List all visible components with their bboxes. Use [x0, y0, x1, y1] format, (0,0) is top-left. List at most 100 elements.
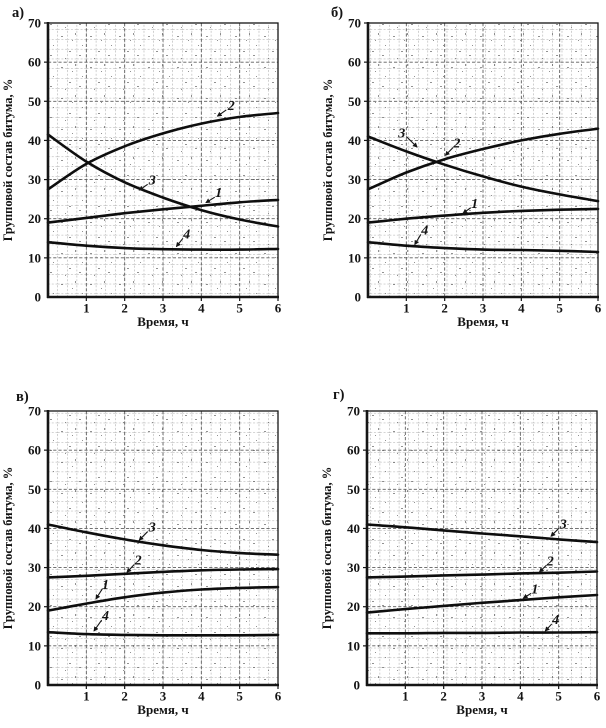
- curve-label-3: 3: [148, 521, 156, 536]
- curve-2: [366, 127, 600, 191]
- y-axis-title: Групповой состав битума, %: [1, 467, 15, 630]
- chart-svg-2: 0 10 20 30 40 50 60 70 1 2 3 4 5 6 Время, ч Групповой с…: [1, 389, 282, 717]
- curve-label-leader-1: [462, 207, 472, 214]
- curve-label-leader-2: [126, 564, 135, 573]
- grid: [48, 411, 278, 685]
- x-tick-label: 4: [198, 301, 205, 316]
- x-axis-title: Время, ч: [457, 314, 508, 329]
- y-tick-label: 50: [28, 482, 41, 497]
- y-tick-label: 70: [347, 404, 360, 419]
- curve-label-leader-1: [205, 196, 216, 204]
- y-tick-label: 10: [348, 250, 361, 265]
- curve-4: [365, 630, 599, 635]
- grid: [368, 23, 598, 297]
- y-axis-title: Групповой состав битума, %: [321, 79, 335, 242]
- panel-label: б): [331, 5, 343, 21]
- x-tick-label: 3: [160, 301, 167, 316]
- y-tick-label: 30: [28, 560, 41, 575]
- y-tick-label: 0: [355, 290, 362, 305]
- chart-panel-v: 0 10 20 30 40 50 60 70 1 2 3 4 5 6 Время, ч Групповой с…: [0, 364, 303, 728]
- x-tick-label: 2: [440, 689, 447, 704]
- curve-4: [366, 240, 600, 254]
- chart-panel-b: 0 10 20 30 40 50 60 70 1 2 3 4 5 6 Время, ч Групповой с…: [303, 0, 606, 364]
- curve-labels: 12 3 4: [522, 518, 567, 632]
- x-tick-label: 4: [517, 689, 524, 704]
- x-tick-label: 1: [402, 689, 409, 704]
- chart-svg-1: 0 10 20 30 40 50 60 70 1 2 3 4 5 6 Время, ч Групповой с…: [321, 5, 602, 329]
- y-tick-label: 40: [348, 133, 361, 148]
- x-tick-label: 5: [236, 689, 243, 704]
- y-tick-label: 60: [348, 55, 361, 70]
- y-tick-label: 20: [28, 211, 41, 226]
- y-tick-label: 70: [28, 16, 41, 31]
- grid: [367, 411, 597, 685]
- chart-panel-a: 0 10 20 30 40 50 60 70 1 2 3 4 5 6 Время, ч Групповой с…: [0, 0, 303, 364]
- curve-label-2: 2: [227, 99, 235, 114]
- y-tick-label: 40: [347, 521, 360, 536]
- chart-svg-0: 0 10 20 30 40 50 60 70 1 2 3 4 5 6 Время, ч Групповой с…: [1, 5, 282, 329]
- y-tick-label: 0: [35, 678, 42, 693]
- y-tick-label: 70: [348, 16, 361, 31]
- curve-label-leader-4: [414, 234, 422, 246]
- curve-label-leader-3: [138, 531, 149, 541]
- chart-panel-g: 0 10 20 30 40 50 60 70 1 2 3 4 5 6 Время, ч Групповой с…: [303, 364, 606, 728]
- curve-label-1: 1: [531, 582, 538, 597]
- curves: [365, 523, 599, 635]
- grid: [48, 23, 278, 297]
- curve-label-leader-1: [522, 592, 532, 599]
- x-tick-label: 4: [198, 689, 205, 704]
- x-axis-title: Время, ч: [137, 702, 188, 717]
- curve-label-leader-4: [544, 623, 553, 632]
- x-tick-label: 5: [556, 301, 563, 316]
- curve-label-4: 4: [101, 609, 109, 624]
- curve-label-4: 4: [551, 613, 559, 628]
- y-tick-label: 60: [347, 443, 360, 458]
- x-tick-label: 6: [275, 689, 282, 704]
- y-tick-label: 40: [28, 521, 41, 536]
- curve-label-leader-2: [444, 147, 454, 156]
- panel-label: а): [12, 5, 24, 21]
- curve-label-leader-4: [93, 619, 103, 632]
- curve-1: [46, 198, 280, 224]
- curve-label-2: 2: [546, 554, 554, 569]
- curve-3: [46, 133, 280, 228]
- curve-4: [46, 630, 280, 637]
- curve-label-leader-2: [538, 564, 547, 573]
- x-tick-label: 6: [275, 301, 282, 316]
- panel-label: г): [333, 387, 345, 403]
- x-tick-label: 1: [83, 689, 90, 704]
- x-tick-label: 2: [121, 301, 128, 316]
- y-tick-label: 10: [28, 250, 41, 265]
- panel-label: в): [16, 389, 29, 405]
- curve-label-3: 3: [559, 518, 567, 533]
- y-tick-label: 10: [28, 638, 41, 653]
- curve-label-leader-3: [550, 528, 560, 537]
- curve-2: [365, 570, 599, 579]
- curve-label-leader-4: [175, 237, 184, 248]
- curve-3: [365, 523, 599, 544]
- y-tick-label: 60: [28, 443, 41, 458]
- curve-label-1: 1: [471, 197, 478, 212]
- curves: [46, 111, 280, 252]
- x-tick-label: 2: [121, 689, 128, 704]
- y-tick-label: 20: [347, 599, 360, 614]
- axes: [44, 22, 279, 301]
- y-tick-label: 20: [348, 211, 361, 226]
- curve-label-leader-2: [216, 109, 227, 117]
- x-tick-label: 5: [555, 689, 562, 704]
- axes: [44, 410, 279, 689]
- curve-label-3: 3: [397, 126, 405, 141]
- curves: [366, 127, 600, 254]
- curve-label-1: 1: [102, 578, 109, 593]
- y-tick-label: 0: [35, 290, 42, 305]
- curve-2: [46, 111, 280, 191]
- curve-label-4: 4: [182, 227, 190, 242]
- curve-label-leader-3: [138, 183, 148, 191]
